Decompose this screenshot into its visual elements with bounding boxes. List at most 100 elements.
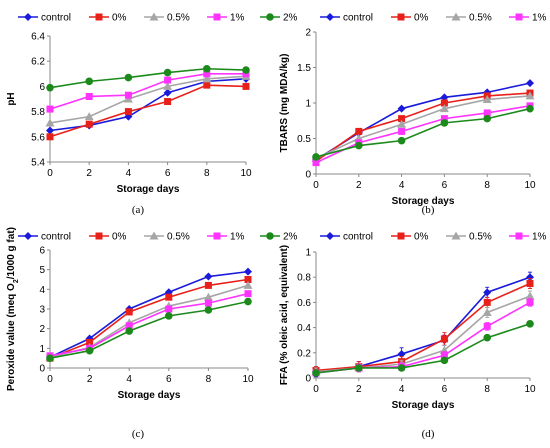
data-point bbox=[242, 66, 250, 74]
data-point bbox=[124, 73, 133, 82]
data-point bbox=[204, 272, 213, 281]
series-line bbox=[315, 107, 531, 158]
x-tick-label: 4 bbox=[399, 384, 405, 395]
series-line bbox=[315, 92, 531, 162]
legend-swatch-marker bbox=[326, 232, 334, 240]
y-tick-label: 0 bbox=[305, 374, 311, 385]
data-point bbox=[482, 94, 492, 103]
x-tick-label: 6 bbox=[442, 384, 448, 395]
x-tick-label: 10 bbox=[240, 168, 252, 179]
data-point bbox=[525, 91, 535, 100]
legend-swatch-marker bbox=[24, 13, 32, 21]
series-line bbox=[49, 78, 247, 132]
x-tick-label: 10 bbox=[524, 180, 536, 191]
data-point bbox=[525, 291, 535, 300]
data-point bbox=[439, 104, 449, 113]
data-point bbox=[312, 159, 320, 167]
data-point bbox=[526, 79, 534, 88]
series-line bbox=[49, 300, 249, 359]
legend-label: 0% bbox=[112, 232, 127, 243]
legend-entry-0-5: 0.5% bbox=[446, 12, 492, 24]
legend-swatch-marker bbox=[515, 232, 523, 240]
data-point bbox=[46, 105, 54, 113]
data-point bbox=[203, 81, 211, 89]
chart-panel-1: 5.4 5.6 5.8 6 6.2 6.4 0 2 4 6 8 10 Storage days pH con… bbox=[6, 12, 298, 216]
x-tick-label: 4 bbox=[126, 374, 132, 385]
series-2 bbox=[312, 104, 534, 161]
series-0-5 bbox=[45, 280, 253, 361]
data-point bbox=[483, 114, 492, 123]
legend-label: 0% bbox=[414, 232, 429, 243]
x-tick-label: 10 bbox=[242, 374, 254, 385]
legend-swatch-marker bbox=[149, 12, 159, 21]
x-tick-label: 6 bbox=[165, 168, 171, 179]
x-tick-label: 8 bbox=[206, 374, 212, 385]
data-point bbox=[125, 327, 133, 335]
data-point bbox=[397, 136, 406, 145]
legend-entry-control: control bbox=[18, 13, 71, 24]
y-tick-label: 0.4 bbox=[297, 323, 311, 334]
series-line bbox=[49, 84, 247, 138]
x-tick-label: 0 bbox=[313, 384, 319, 395]
x-tick-label: 8 bbox=[484, 180, 490, 191]
data-point bbox=[163, 68, 172, 77]
legend-entry-1: 1% bbox=[207, 13, 245, 24]
data-point bbox=[526, 104, 534, 113]
legend-swatch-marker bbox=[213, 232, 221, 240]
data-point bbox=[397, 364, 406, 372]
x-tick-label: 2 bbox=[356, 384, 362, 395]
data-point bbox=[86, 338, 94, 346]
legend-label: 0.5% bbox=[469, 232, 492, 243]
y-tick-label: 0.5 bbox=[297, 134, 311, 145]
y-tick-label: 6 bbox=[39, 246, 45, 257]
series-line bbox=[49, 67, 247, 89]
legend-swatch-marker bbox=[149, 231, 159, 240]
x-axis-label: Storage days bbox=[118, 390, 181, 401]
data-point bbox=[483, 333, 492, 342]
legend-label: control bbox=[343, 13, 373, 24]
y-tick-label: 0.2 bbox=[297, 348, 311, 359]
series-2 bbox=[312, 320, 534, 377]
legend-swatch-marker bbox=[397, 232, 405, 240]
series-line bbox=[49, 73, 246, 110]
y-tick-label: 5.6 bbox=[31, 132, 45, 143]
series-line bbox=[315, 301, 531, 374]
x-tick-label: 2 bbox=[87, 374, 93, 385]
x-tick-label: 6 bbox=[166, 374, 172, 385]
data-point bbox=[355, 141, 363, 150]
legend-label: 0.5% bbox=[167, 13, 190, 24]
data-point bbox=[204, 281, 212, 289]
legend-label: control bbox=[343, 232, 373, 243]
data-point bbox=[355, 364, 363, 372]
y-tick-label: 2 bbox=[39, 324, 45, 335]
legend-entry-2: 2% bbox=[260, 232, 298, 243]
series-line bbox=[315, 323, 531, 374]
series-line bbox=[49, 278, 249, 359]
data-point bbox=[203, 64, 211, 73]
data-point bbox=[440, 351, 448, 359]
legend-label: 1% bbox=[230, 232, 245, 243]
data-point bbox=[46, 133, 54, 141]
panel-label: (c) bbox=[132, 428, 145, 440]
data-point bbox=[483, 288, 492, 297]
series-0 bbox=[46, 81, 250, 141]
data-point bbox=[397, 350, 406, 359]
data-point bbox=[397, 104, 406, 113]
y-tick-label: 0 bbox=[305, 170, 311, 181]
legend-label: 1% bbox=[532, 13, 547, 24]
chart-panel-3: 0 1 2 3 4 5 6 0 2 4 6 8 10 Storage days Peroxide value… bbox=[6, 227, 298, 440]
legend-swatch-marker bbox=[451, 12, 461, 21]
y-tick-label: 2 bbox=[305, 28, 311, 39]
data-point bbox=[440, 119, 449, 127]
legend-entry-0-5: 0.5% bbox=[144, 231, 190, 243]
data-point bbox=[242, 82, 250, 90]
x-axis-label: Storage days bbox=[392, 400, 455, 411]
data-point bbox=[85, 120, 93, 128]
legend-label: control bbox=[41, 232, 71, 243]
data-point bbox=[125, 322, 133, 330]
series-0-5 bbox=[311, 91, 535, 162]
